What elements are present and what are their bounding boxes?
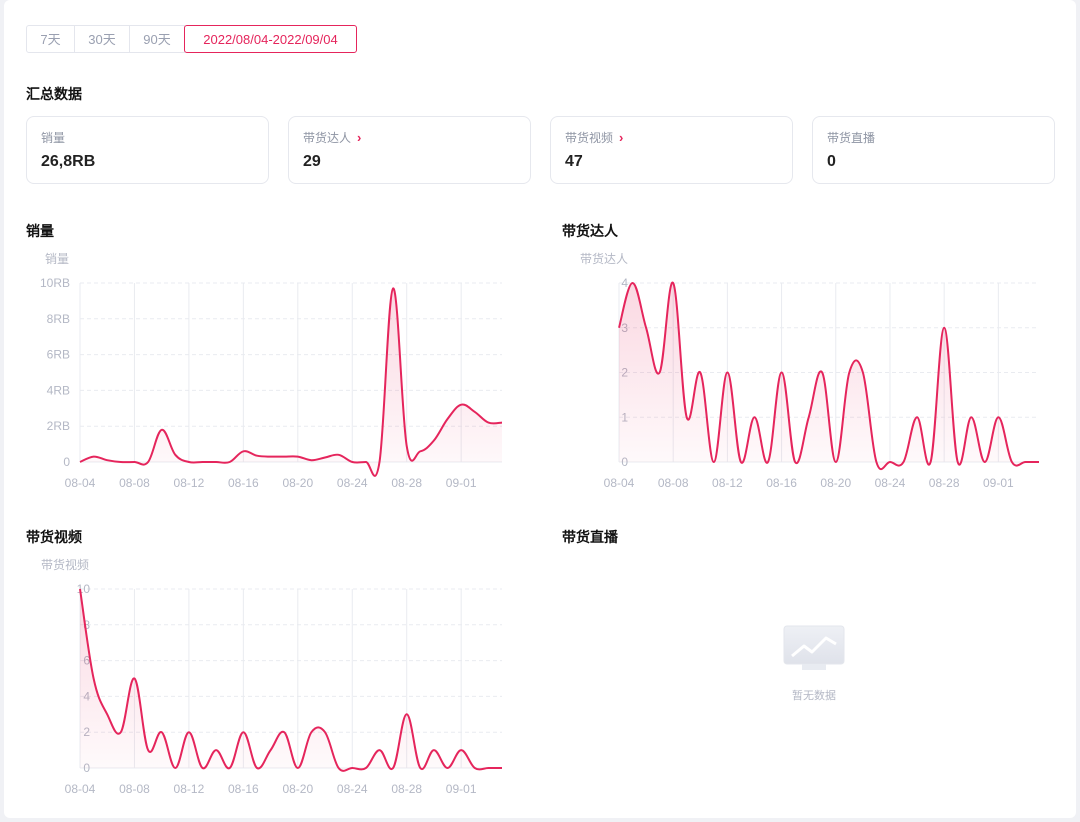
chart-title-sales: 销量 (26, 223, 54, 239)
x-tick-label: 08-16 (228, 476, 259, 490)
y-axis-unit-label: 带货达人 (580, 251, 628, 266)
sales-line-chart: 销量 0 2RB 4RB 6RB 8RB 10RB 08-04 08-08 08-12 08-16 0… (4, 245, 524, 505)
x-tick-label: 09-01 (446, 476, 477, 490)
x-tick-label: 08-20 (282, 782, 313, 796)
influencers-line-chart: 带货达人0123408-0408-0808-1208-1608-2008-240… (544, 245, 1064, 505)
x-tick-label: 09-01 (446, 782, 477, 796)
y-tick-label: 8 (83, 618, 90, 632)
tab-custom-date-range[interactable]: 2022/08/04-2022/09/04 (184, 25, 357, 53)
x-tick-label: 09-01 (983, 476, 1014, 490)
empty-state-text: 暂无数据 (792, 690, 836, 702)
page-container: 7天 30天 90天 2022/08/04-2022/09/04 汇总数据 销量… (4, 0, 1076, 818)
x-tick-label: 08-04 (65, 476, 96, 490)
x-tick-label: 08-12 (174, 476, 205, 490)
chevron-right-icon[interactable]: › (357, 129, 362, 145)
x-tick-label: 08-16 (228, 782, 259, 796)
card-label-text: 带货视频 (565, 130, 614, 145)
x-tick-label: 08-16 (766, 476, 797, 490)
tab-30-days[interactable]: 30天 (74, 25, 130, 53)
chart-svg: 销量 0 2RB 4RB 6RB 8RB 10RB 08-04 08-08 08-12 08-16 0… (40, 252, 503, 490)
y-tick-label: 2RB (47, 419, 70, 433)
y-tick-label: 4 (621, 276, 628, 290)
card-livestreams: 带货直播 0 (812, 116, 1055, 184)
chart-title-influencers: 带货达人 (562, 223, 618, 239)
y-axis-unit-label: 带货视频 (41, 557, 89, 572)
y-tick-label: 4RB (47, 383, 70, 397)
x-tick-label: 08-04 (604, 476, 635, 490)
series-line (79, 287, 503, 477)
card-value: 29 (303, 153, 321, 170)
date-range-tabs: 7天 30天 90天 2022/08/04-2022/09/04 (26, 25, 357, 53)
x-tick-label: 08-12 (174, 782, 205, 796)
series-line (618, 281, 1039, 471)
card-label-text: 销量 (41, 130, 66, 145)
x-tick-label: 08-24 (875, 476, 906, 490)
card-sales: 销量 26,8RB (26, 116, 269, 184)
card-label: 带货达人 › (303, 129, 516, 145)
card-label: 带货视频 › (565, 129, 778, 145)
x-tick-label: 08-08 (658, 476, 689, 490)
y-axis-unit-label: 销量 (45, 252, 69, 266)
y-tick-label: 6RB (47, 348, 70, 362)
x-tick-label: 08-28 (929, 476, 960, 490)
card-influencers[interactable]: 带货达人 › 29 (288, 116, 531, 184)
chart-svg: 带货达人0123408-0408-0808-1208-1608-2008-240… (580, 251, 1040, 490)
card-value: 0 (827, 153, 836, 170)
series-area (80, 288, 502, 476)
card-videos[interactable]: 带货视频 › 47 (550, 116, 793, 184)
tab-7-days[interactable]: 7天 (26, 25, 75, 53)
x-tick-label: 08-12 (712, 476, 743, 490)
x-tick-label: 08-20 (282, 476, 313, 490)
chart-monitor-icon (783, 625, 845, 670)
series-area (619, 282, 1039, 470)
card-label-text: 带货直播 (827, 130, 876, 145)
card-value: 26,8RB (41, 153, 96, 170)
chart-svg: 带货视频024681008-0408-0808-1208-1608-2008-2… (41, 557, 503, 796)
summary-title: 汇总数据 (26, 86, 82, 102)
y-tick-label: 10 (77, 582, 91, 596)
card-label: 销量 (41, 129, 254, 145)
videos-line-chart: 带货视频024681008-0408-0808-1208-1608-2008-2… (4, 551, 524, 811)
chevron-right-icon[interactable]: › (619, 129, 624, 145)
x-tick-label: 08-08 (119, 782, 150, 796)
y-tick-label: 0 (63, 455, 70, 469)
x-tick-label: 08-04 (65, 782, 96, 796)
x-tick-label: 08-08 (119, 476, 150, 490)
empty-state: 暂无数据 (774, 624, 854, 703)
card-label-text: 带货达人 (303, 130, 352, 145)
series-area (80, 589, 502, 771)
chart-title-livestreams: 带货直播 (562, 529, 618, 545)
x-tick-label: 08-28 (391, 782, 422, 796)
summary-cards: 销量 26,8RB 带货达人 › 29 带货视频 › 47 带货直播 0 (26, 116, 1055, 184)
x-tick-label: 08-24 (337, 782, 368, 796)
y-tick-label: 8RB (47, 312, 70, 326)
series-line (79, 588, 502, 772)
x-tick-label: 08-28 (391, 476, 422, 490)
card-label: 带货直播 (827, 129, 1040, 145)
tab-90-days[interactable]: 90天 (129, 25, 185, 53)
card-value: 47 (565, 153, 583, 170)
y-tick-label: 10RB (40, 276, 70, 290)
x-tick-label: 08-20 (820, 476, 851, 490)
chart-title-videos: 带货视频 (26, 529, 82, 545)
x-tick-label: 08-24 (337, 476, 368, 490)
